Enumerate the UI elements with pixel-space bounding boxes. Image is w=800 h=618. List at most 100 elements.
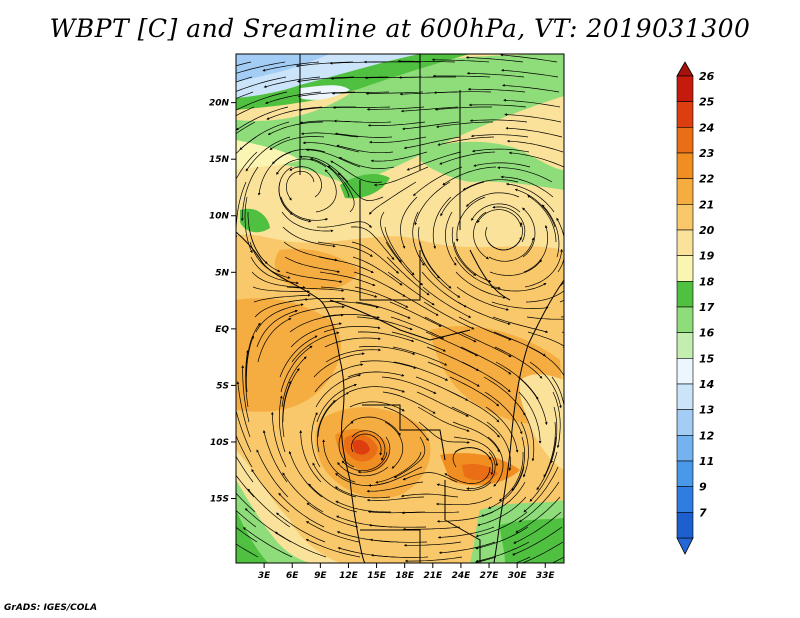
colorbar-segment xyxy=(676,358,694,385)
streamline xyxy=(351,433,383,456)
streamlines xyxy=(236,54,564,563)
colorbar-label: 16 xyxy=(699,327,715,340)
streamline xyxy=(511,436,525,492)
streamline xyxy=(306,502,359,528)
streamline xyxy=(247,488,291,528)
streamline xyxy=(388,286,439,316)
streamline xyxy=(465,56,524,63)
streamline xyxy=(236,455,254,483)
streamline xyxy=(440,181,485,217)
streamline xyxy=(241,365,250,423)
streamline xyxy=(330,160,383,183)
streamline xyxy=(437,136,495,146)
streamline xyxy=(517,376,548,426)
streamline xyxy=(560,316,564,318)
streamline xyxy=(514,188,556,228)
streamline xyxy=(424,316,477,343)
streamline xyxy=(299,430,322,483)
streamline xyxy=(489,259,542,276)
colorbar-label: 13 xyxy=(699,404,715,417)
streamline xyxy=(486,421,512,472)
streamline xyxy=(286,286,345,292)
colorbar-label: 9 xyxy=(699,481,707,494)
streamline xyxy=(308,483,358,513)
streamline xyxy=(357,331,415,343)
streamline xyxy=(453,241,492,283)
streamline xyxy=(438,541,496,555)
streamline xyxy=(276,512,326,543)
streamline xyxy=(323,325,381,333)
streamline xyxy=(455,271,507,299)
streamline xyxy=(355,301,411,319)
streamline xyxy=(236,509,257,528)
streamline xyxy=(298,106,356,112)
streamline xyxy=(282,380,292,438)
streamline xyxy=(236,526,258,543)
streamline xyxy=(477,496,527,527)
streamline xyxy=(406,151,462,171)
streamline xyxy=(416,391,469,417)
streamline xyxy=(419,241,452,289)
streamline xyxy=(327,165,355,213)
streamline xyxy=(480,481,526,517)
streamline xyxy=(384,421,404,469)
colorbar-segment xyxy=(676,306,694,333)
streamline xyxy=(506,139,564,153)
streamline xyxy=(403,541,462,547)
streamline xyxy=(432,196,452,249)
streamline xyxy=(393,436,426,478)
streamline xyxy=(282,472,324,513)
streamline xyxy=(492,205,526,243)
streamline xyxy=(274,531,327,558)
lon-label: 27E xyxy=(480,571,500,581)
streamline xyxy=(366,106,425,111)
streamline xyxy=(295,61,354,68)
streamline xyxy=(423,301,475,330)
streamline xyxy=(352,256,403,286)
streamline xyxy=(552,391,561,449)
streamline xyxy=(236,121,256,135)
streamline xyxy=(299,155,349,183)
streamline xyxy=(262,430,288,483)
streamline xyxy=(385,241,424,286)
streamline xyxy=(541,204,560,258)
streamline xyxy=(366,496,425,502)
streamline xyxy=(368,181,417,215)
streamline xyxy=(337,172,384,201)
streamline xyxy=(316,383,358,423)
colorbar-segment xyxy=(676,383,694,410)
streamline xyxy=(351,241,400,274)
streamline xyxy=(450,391,500,423)
streamline xyxy=(491,301,549,310)
streamline xyxy=(285,271,343,283)
streamline xyxy=(502,84,560,93)
streamline xyxy=(236,106,255,117)
streamline xyxy=(473,211,489,260)
streamline xyxy=(334,486,391,499)
streamline xyxy=(469,119,528,123)
colorbar-label: 19 xyxy=(699,250,715,263)
streamline xyxy=(286,170,315,201)
streamline xyxy=(331,91,390,95)
streamline xyxy=(400,493,459,498)
streamline xyxy=(354,286,409,308)
streamline xyxy=(487,436,504,487)
streamline xyxy=(398,76,456,79)
colorbar-label: 18 xyxy=(699,275,715,288)
streamline xyxy=(313,352,365,378)
streamline xyxy=(475,541,530,563)
streamline xyxy=(359,360,417,369)
streamline xyxy=(305,148,361,168)
streamline xyxy=(490,283,547,292)
streamline xyxy=(454,256,501,290)
colorbar-label: 14 xyxy=(699,378,714,391)
streamline xyxy=(334,132,393,138)
streamline xyxy=(404,556,463,563)
colorbar-high-triangle xyxy=(676,61,694,77)
streamline xyxy=(421,271,467,308)
lon-label: 3E xyxy=(258,571,271,581)
streamline xyxy=(252,286,310,293)
streamline xyxy=(471,148,530,153)
streamline xyxy=(529,361,562,409)
streamline xyxy=(358,346,416,355)
